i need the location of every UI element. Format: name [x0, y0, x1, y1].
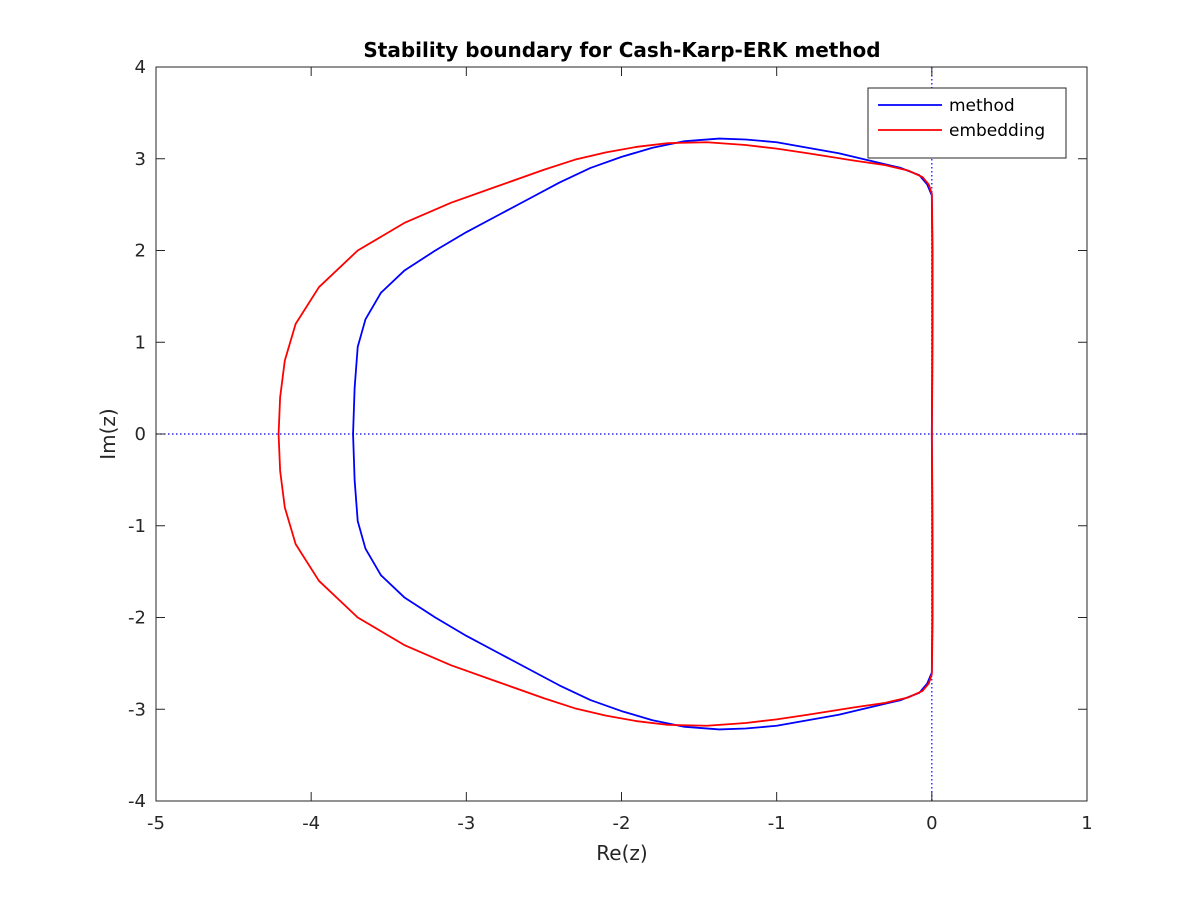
axes-box	[155, 66, 1088, 802]
legend-box	[867, 87, 1067, 159]
legend-label-embedding: embedding	[949, 121, 1045, 141]
x-tick-label: -4	[302, 813, 320, 834]
y-tick-label: -2	[128, 608, 146, 629]
y-tick-label: 2	[135, 241, 146, 262]
y-tick-label: 4	[135, 57, 146, 78]
x-tick-label: -3	[457, 813, 475, 834]
x-axis-label: Re(z)	[596, 841, 647, 865]
x-tick-label: -2	[613, 813, 631, 834]
series-line-method	[352, 137, 934, 731]
x-tick-label: -1	[768, 813, 786, 834]
x-tick-label: 0	[926, 813, 937, 834]
y-tick-label: 3	[135, 149, 146, 170]
x-tick-label: -5	[147, 813, 165, 834]
y-tick-label: -1	[128, 516, 146, 537]
y-tick-label: 1	[135, 332, 146, 353]
chart-title: Stability boundary for Cash-Karp-ERK met…	[363, 38, 880, 62]
reference-lines	[156, 67, 1087, 801]
y-tick-label: -3	[128, 699, 146, 720]
series-layer	[277, 137, 934, 731]
legend-label-method: method	[949, 96, 1015, 116]
y-tick-label: 0	[135, 424, 146, 445]
series-line-embedding	[277, 141, 934, 727]
y-tick-label: -4	[128, 791, 146, 812]
x-tick-label: 1	[1081, 813, 1092, 834]
y-axis-label: Im(z)	[96, 408, 120, 459]
legend: method embedding	[867, 87, 1067, 159]
